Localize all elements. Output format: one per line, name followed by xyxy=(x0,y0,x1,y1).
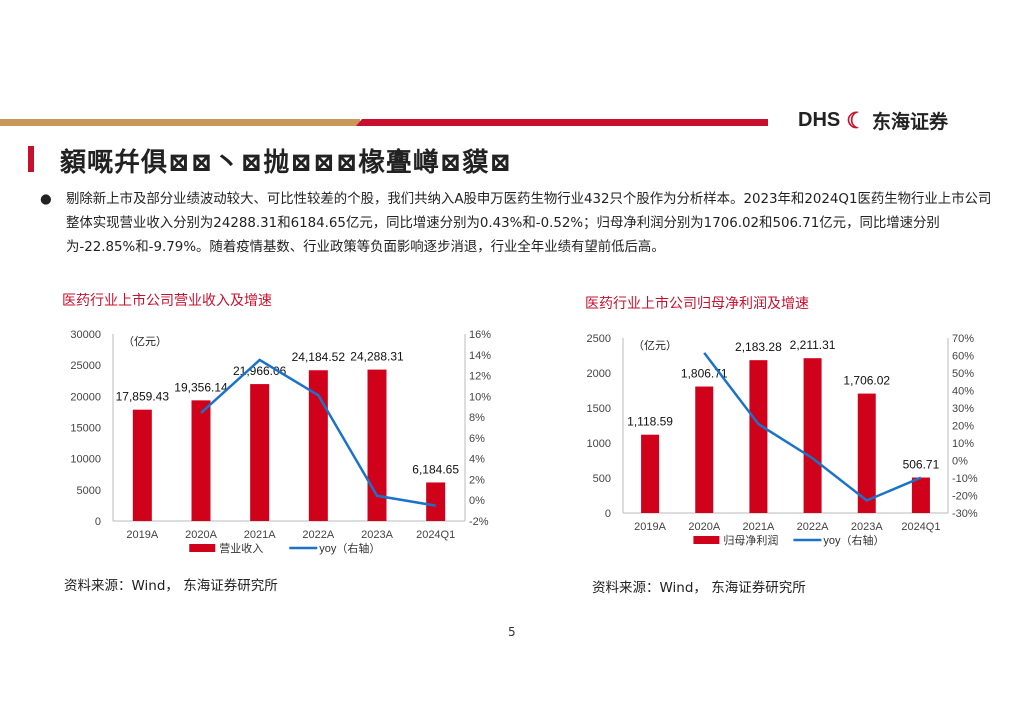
bar-data-label: 2,211.31 xyxy=(790,338,836,352)
bar-data-label: 17,859.43 xyxy=(116,390,170,404)
page-title: 顡嘅幷俱⊠⊠丶⊠抛⊠⊠⊠椽亹嶟⊠貘⊠ xyxy=(60,148,513,178)
bar xyxy=(803,358,822,513)
y2-tick-label: 70% xyxy=(952,333,974,345)
y2-tick-label: 20% xyxy=(952,421,974,433)
header-gold-bar xyxy=(0,119,360,126)
bar xyxy=(250,384,270,521)
page-number: 5 xyxy=(508,625,516,639)
x-tick-label: 2023A xyxy=(851,521,883,533)
yoy-line xyxy=(703,352,922,502)
y-tick-label: 5000 xyxy=(77,485,101,497)
unit-label: （亿元） xyxy=(123,335,167,348)
legend-line-label: yoy（右轴） xyxy=(319,541,380,555)
title-accent xyxy=(28,146,34,172)
bar xyxy=(641,434,660,513)
bar xyxy=(911,477,930,513)
x-tick-label: 2021A xyxy=(244,529,276,541)
summary-text: 剔除新上市及部分业绩波动较大、可比性较差的个股，我们共纳入A股申万医药生物行业4… xyxy=(66,192,992,255)
y2-tick-label: 12% xyxy=(469,371,491,383)
y-tick-label: 0 xyxy=(605,508,611,520)
bar xyxy=(132,409,152,521)
legend-line-label: yoy（右轴） xyxy=(823,533,884,547)
y2-tick-label: -30% xyxy=(952,508,978,520)
y2-tick-label: 0% xyxy=(469,495,485,507)
y-tick-label: 25000 xyxy=(70,360,101,372)
y2-tick-label: 0% xyxy=(952,456,968,468)
x-tick-label: 2019A xyxy=(634,521,666,533)
y2-tick-label: 30% xyxy=(952,403,974,415)
x-tick-label: 2020A xyxy=(185,529,217,541)
x-tick-label: 2019A xyxy=(126,529,158,541)
header-red-bar xyxy=(356,119,768,126)
chart2-title: 医药行业上市公司归母净利润及增速 xyxy=(585,296,809,312)
legend-bar-swatch xyxy=(693,536,720,544)
bar xyxy=(367,369,387,521)
y2-tick-label: -10% xyxy=(952,473,978,485)
summary-bullet: ● 剔除新上市及部分业绩波动较大、可比性较差的个股，我们共纳入A股申万医药生物行… xyxy=(40,188,1000,260)
y-tick-label: 1500 xyxy=(587,403,611,415)
bar xyxy=(426,482,446,521)
y-tick-label: 1000 xyxy=(587,438,611,450)
bar-data-label: 1,706.02 xyxy=(843,374,890,388)
x-tick-label: 2022A xyxy=(302,529,334,541)
y-tick-label: 10000 xyxy=(70,454,101,466)
y2-tick-label: -2% xyxy=(469,516,489,528)
bar xyxy=(695,386,714,513)
y2-tick-label: 10% xyxy=(469,391,491,403)
x-tick-label: 2024Q1 xyxy=(901,521,940,533)
bar-data-label: 2,183.28 xyxy=(735,340,782,354)
unit-label: （亿元） xyxy=(633,339,677,352)
y-tick-label: 0 xyxy=(95,516,101,528)
y-tick-label: 20000 xyxy=(70,391,101,403)
bar xyxy=(857,393,876,513)
bar xyxy=(308,370,328,521)
dragon-icon: ☾ xyxy=(846,107,866,133)
y-tick-label: 2000 xyxy=(587,368,611,380)
legend-bar-swatch xyxy=(189,544,216,552)
chart2-source: 资料来源：Wind， 东海证券研究所 xyxy=(592,580,806,596)
yoy-line xyxy=(200,358,436,507)
bullet-icon: ● xyxy=(40,192,52,207)
bar-data-label: 24,184.52 xyxy=(292,350,346,364)
x-tick-label: 2023A xyxy=(361,529,393,541)
y2-tick-label: 50% xyxy=(952,368,974,380)
y2-tick-label: 8% xyxy=(469,412,485,424)
bar-data-label: 6,184.65 xyxy=(412,462,459,476)
bar xyxy=(191,400,211,521)
chart1-title: 医药行业上市公司营业收入及增速 xyxy=(62,293,272,309)
bar xyxy=(749,360,768,513)
y2-tick-label: 40% xyxy=(952,386,974,398)
y-tick-label: 500 xyxy=(593,473,611,485)
chart1-source: 资料来源：Wind， 东海证券研究所 xyxy=(64,578,278,594)
y-tick-label: 2500 xyxy=(587,333,611,345)
legend-bar-label: 营业收入 xyxy=(219,541,263,555)
bar-data-label: 1,118.59 xyxy=(627,415,673,429)
y2-tick-label: 2% xyxy=(469,474,485,486)
y2-tick-label: 14% xyxy=(469,350,491,362)
logo-en: DHS xyxy=(798,109,841,131)
y2-tick-label: 60% xyxy=(952,351,974,363)
legend-bar-label: 归母净利润 xyxy=(723,533,778,547)
bar-data-label: 19,356.14 xyxy=(174,380,228,394)
y2-tick-label: 6% xyxy=(469,433,485,445)
y-tick-label: 15000 xyxy=(70,423,101,435)
logo-cn: 东海证券 xyxy=(871,112,948,133)
x-tick-label: 2020A xyxy=(688,521,720,533)
y-tick-label: 30000 xyxy=(70,329,101,341)
y2-tick-label: 4% xyxy=(469,454,485,466)
bar-data-label: 506.71 xyxy=(903,458,940,472)
x-tick-label: 2022A xyxy=(797,521,829,533)
y2-tick-label: 10% xyxy=(952,438,974,450)
y2-tick-label: -20% xyxy=(952,491,978,503)
x-tick-label: 2021A xyxy=(743,521,775,533)
company-logo: DHS ☾ 东海证券 xyxy=(798,107,948,134)
y2-tick-label: 16% xyxy=(469,329,491,341)
x-tick-label: 2024Q1 xyxy=(416,529,455,541)
bar-data-label: 24,288.31 xyxy=(350,350,404,364)
